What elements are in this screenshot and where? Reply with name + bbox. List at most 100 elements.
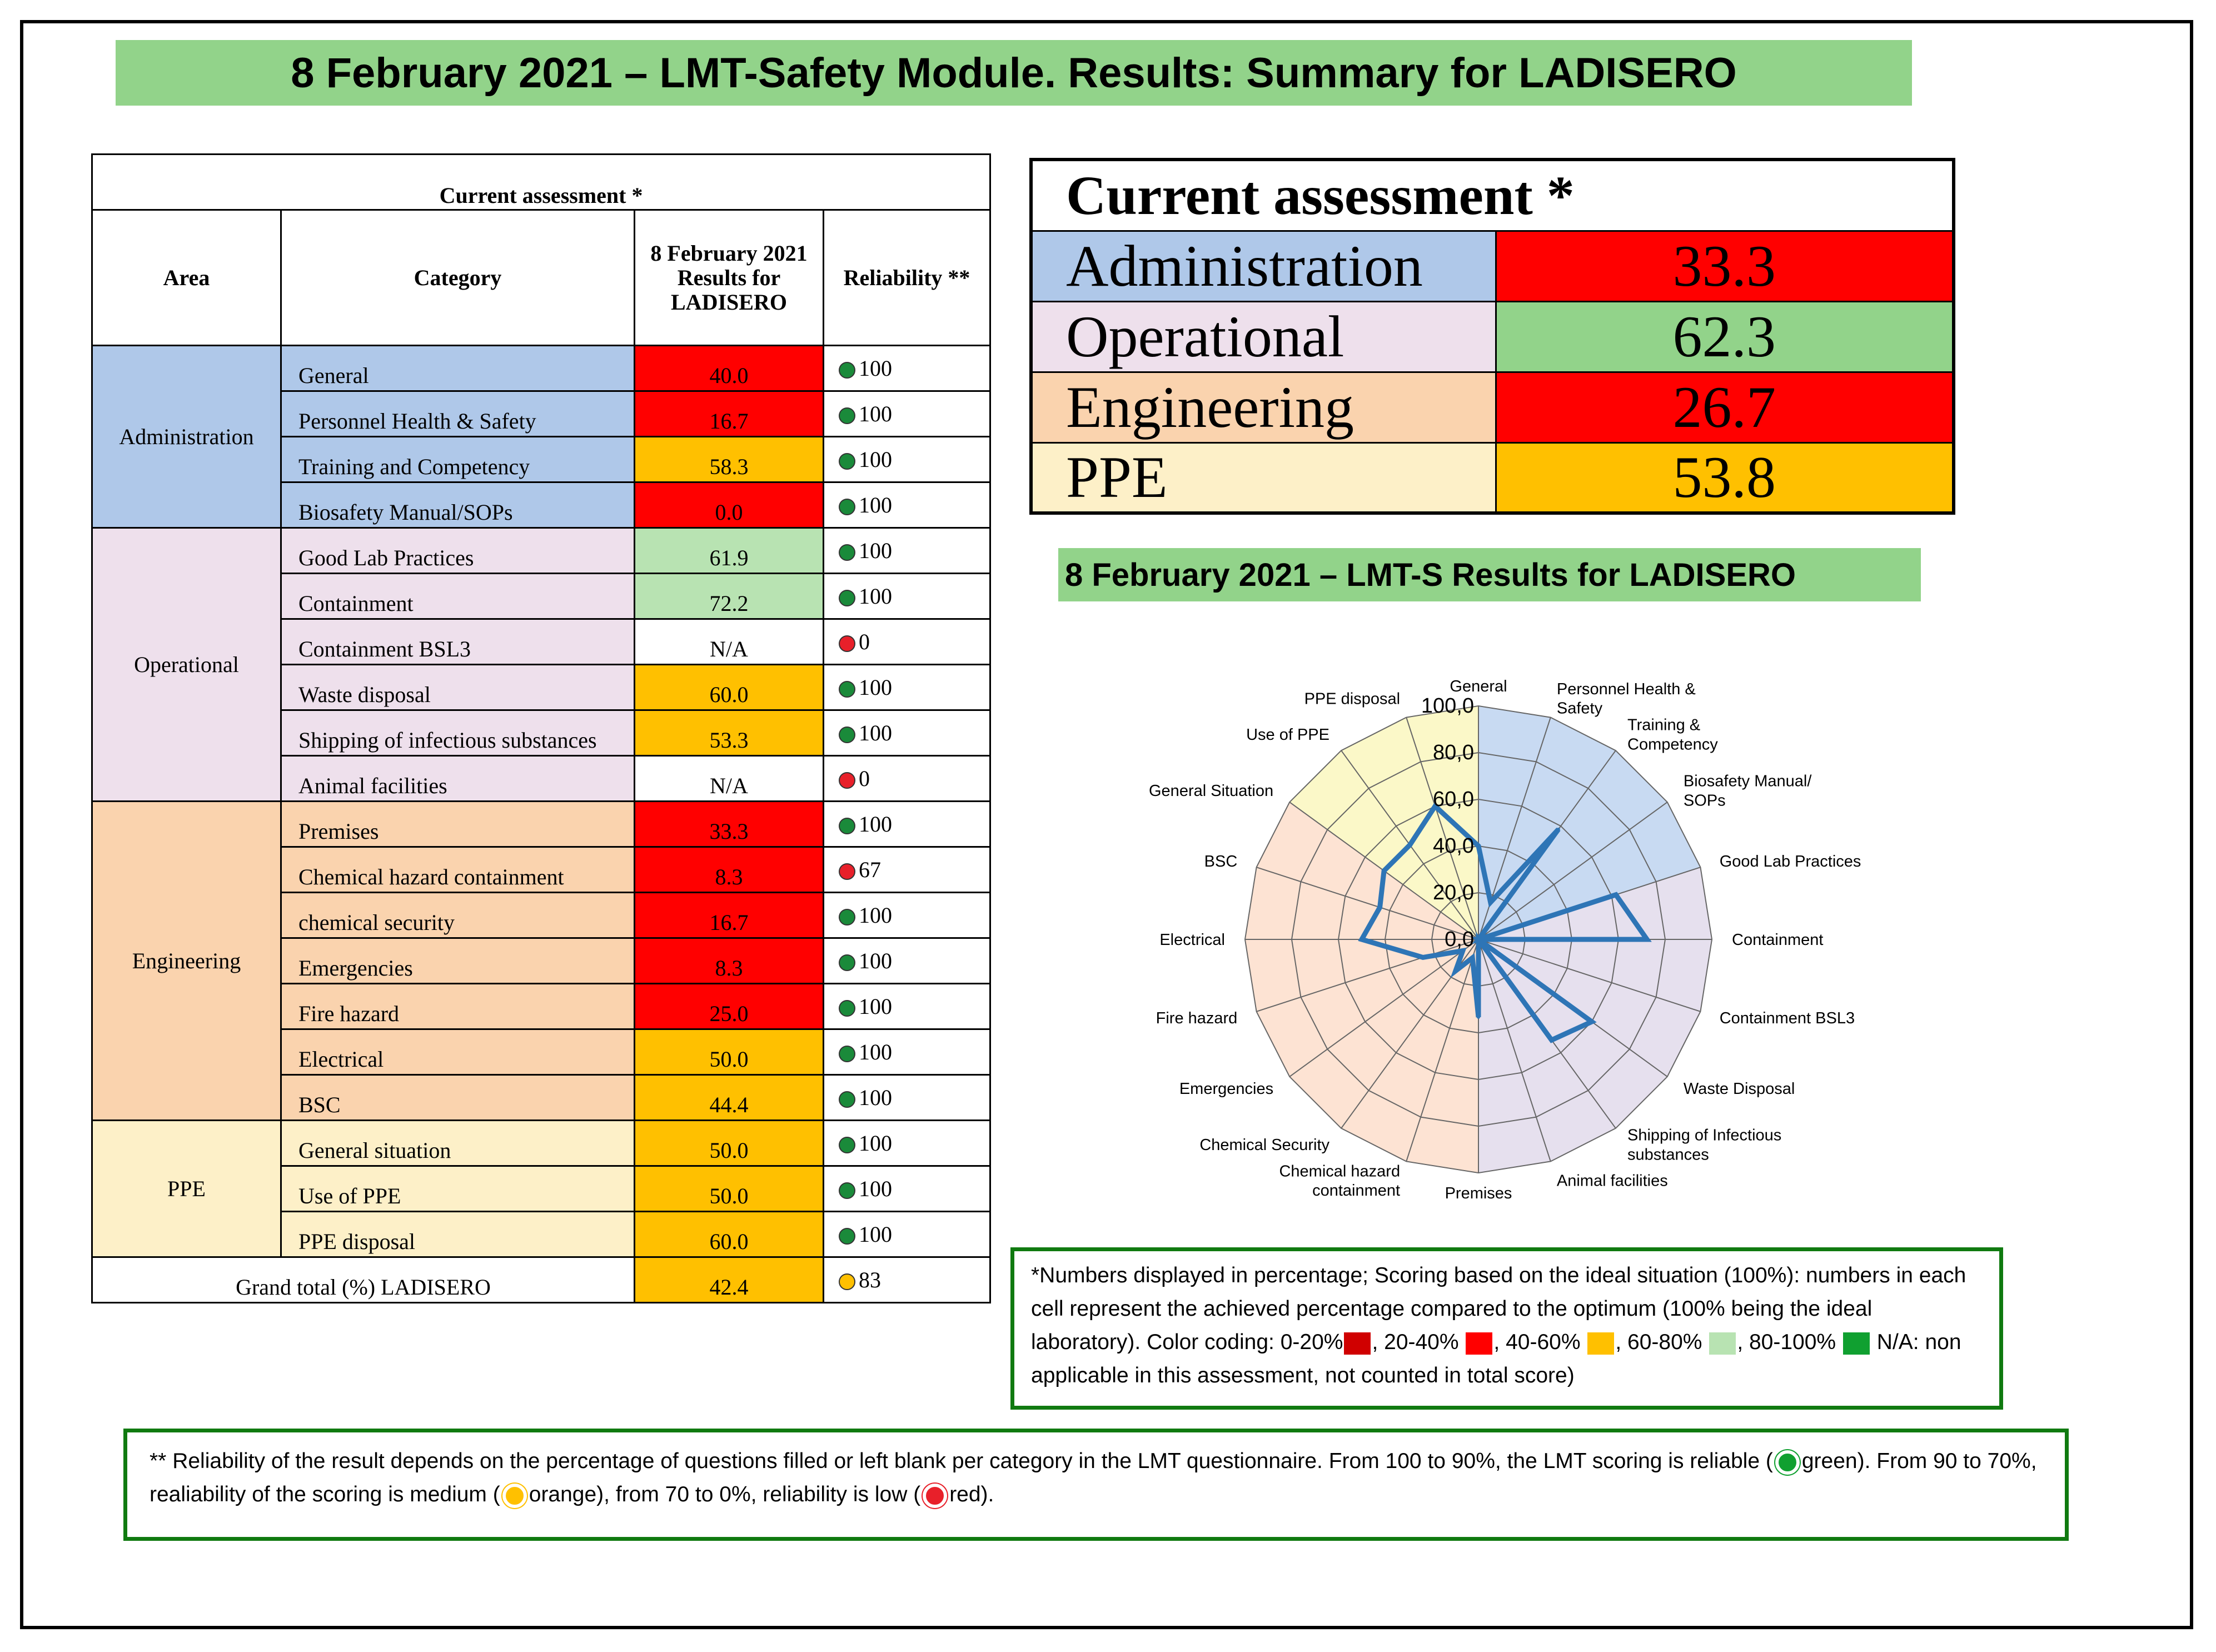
grid-spoke [1406,939,1479,1162]
reliability-note-text: ** Reliability of the result depends on … [150,1449,1773,1473]
chart-title: 8 February 2021 – LMT-S Results for LADI… [1058,548,1921,601]
reliability-dot-icon [839,1137,855,1154]
reliability-cell: 100 [822,390,992,437]
grand-total-label: Grand total (%) LADISERO [91,1256,635,1303]
percent-note-text: , 20-40% [1372,1330,1459,1354]
reliability-cell: 100 [822,345,992,392]
table-row: PPE General situation 50.0 100 [91,1119,992,1258]
reliability-dot-icon [839,1091,855,1108]
category-axis-label: Chemical hazard containment [1279,1162,1400,1200]
data-point [1471,956,1475,960]
result-cell: 60.0 [634,1211,824,1258]
result-cell: 58.3 [634,436,824,483]
reliability-cell: 100 [822,664,992,711]
reliability-dot-icon [839,499,855,516]
percent-note: *Numbers displayed in percentage; Scorin… [1010,1247,2003,1410]
grid-spoke [1256,867,1479,940]
reliability-note-text: green). From 90 to 70%, realiability of … [150,1449,2037,1506]
red-dot-icon [923,1483,948,1508]
category-axis-label: Emergencies [1179,1080,1273,1098]
result-cell: 16.7 [634,390,824,437]
reliability-cell: 100 [822,527,992,574]
table-row: chemical security 16.7 100 [92,892,992,939]
result-cell: 25.0 [634,983,824,1030]
reliability-cell: 100 [822,1074,992,1121]
percent-note-text: N/A: non applicable in this assessment, … [1031,1330,1961,1387]
result-cell: 53.3 [634,709,824,757]
data-point [1477,938,1480,941]
reliability-dot-icon [839,1182,855,1200]
category-cell: Biosafety Manual/SOPs [280,481,635,529]
grid-spoke [1478,802,1668,940]
category-axis-label: Biosafety Manual/SOPs [1684,773,1812,810]
reliability-cell: 100 [822,481,992,529]
reliability-cell: 100 [822,892,992,939]
result-cell: 33.3 [634,800,824,848]
reliability-cell: 100 [822,1165,992,1212]
reliability-cell: 100 [822,709,992,757]
percent-note-text: , 60-80% [1615,1330,1702,1354]
grand-total-row: Grand total (%) LADISERO 42.4 83 [91,1256,992,1303]
result-cell: N/A [634,618,824,665]
result-cell: 8.3 [634,937,824,984]
result-cell: 40.0 [634,345,824,392]
result-cell: 61.9 [634,527,824,574]
table-row: Emergencies 8.3 100 [92,937,992,984]
category-cell: Use of PPE [280,1165,635,1212]
category-cell: General [280,345,635,392]
area-cell: Operational [91,527,282,802]
reliability-dot-icon [839,818,855,835]
radial-tick-label: 20,0 [1433,881,1474,904]
table-row: Training and Competency 58.3 100 [92,436,992,483]
grid-spoke [1406,717,1479,940]
grid-spoke [1289,939,1479,1077]
table-row: BSC 44.4 100 [92,1074,992,1121]
reliability-cell: 100 [822,436,992,483]
reliability-note-text: orange), from 70 to 0%, reliability is l… [529,1482,921,1506]
table-row: Use of PPE 50.0 100 [92,1165,992,1212]
category-cell: Emergencies [280,937,635,984]
table-row: Operational Good Lab Practices 61.9 100 [91,527,992,802]
table-row: PPE disposal 60.0 100 [92,1211,992,1258]
category-cell: BSC [280,1074,635,1121]
reliability-value: 100 [859,674,892,700]
radial-tick-label: 40,0 [1433,834,1474,858]
reliability-cell: 100 [822,800,992,848]
category-axis-label: Chemical Security [1199,1136,1329,1154]
table-row: Containment BSL3 N/A 0 [92,618,992,665]
category-cell: Containment BSL3 [280,618,635,665]
data-point [1556,827,1560,831]
category-cell: Training and Competency [280,436,635,483]
table-caption: Current assessment * [91,153,992,211]
table-row: Fire hazard 25.0 100 [92,983,992,1030]
swatch-20-40 [1466,1332,1493,1355]
table-row: Administration General 40.0 100 [91,345,992,529]
category-cell: Animal facilities [280,755,635,802]
sector-administration [1478,706,1701,939]
reliability-note-text: red). [949,1482,994,1506]
reliability-cell: 67 [822,846,992,893]
reliability-cell: 100 [822,573,992,620]
data-point [1433,804,1437,808]
area-cell: PPE [91,1119,282,1258]
category-axis-label: Containment [1732,931,1823,949]
reliability-value: 100 [859,1039,892,1064]
summary-value: 26.7 [1495,371,1955,444]
percent-note-text: , 40-60% [1493,1330,1581,1354]
summary-table: Current assessment * Administration 33.3… [1029,158,1955,515]
table-row: Chemical hazard containment 8.3 67 [92,846,992,893]
data-point [1360,938,1363,941]
category-cell: Chemical hazard containment [280,846,635,893]
reliability-value: 100 [859,1130,892,1156]
result-cell: 50.0 [634,1165,824,1212]
reliability-dot-icon [839,407,855,425]
data-point [1461,949,1465,953]
reliability-dot-icon [839,954,855,972]
grand-total-value: 42.4 [634,1256,824,1303]
category-cell: PPE disposal [280,1211,635,1258]
reliability-dot-icon [839,1228,855,1245]
reliability-dot-icon [839,362,855,379]
reliability-note: ** Reliability of the result depends on … [123,1429,2069,1541]
results-table: Current assessment * Area Category 8 Feb… [91,153,992,1303]
radial-tick-label: 100,0 [1421,694,1474,718]
